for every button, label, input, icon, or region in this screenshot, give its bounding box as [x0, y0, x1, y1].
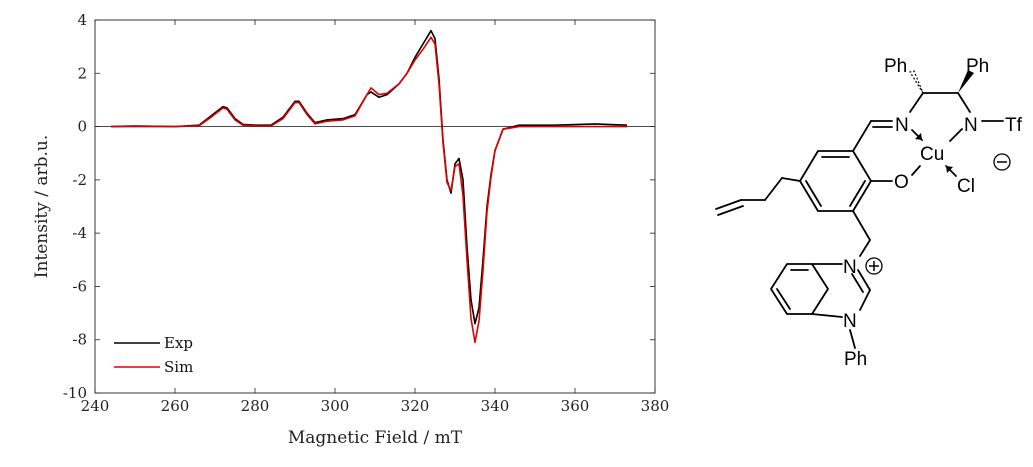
benzo-ring-bond [770, 263, 829, 315]
imine-ch-bond [852, 120, 872, 152]
y-tick-label: 0 [77, 118, 87, 136]
epr-spectrum-plot: 240 260 280 300 320 340 360 380 -10 -8 -6 -4 -2 0 2 4 Ma… [32, 11, 669, 448]
n-cu-bond [949, 128, 963, 142]
x-tick-label: 320 [401, 397, 430, 415]
plot-frame [94, 19, 656, 394]
solid-wedge-bond [958, 70, 974, 93]
x-tick-label: 240 [81, 397, 110, 415]
y-tick-label: 2 [77, 64, 87, 82]
n-ch-bond [909, 92, 924, 113]
allyl-double-bond [717, 205, 744, 216]
x-tick-label: 300 [321, 397, 350, 415]
hashed-wedge-bond [909, 70, 924, 94]
sulfonamide-nitrogen-label: N [964, 115, 978, 136]
phenyl-label: Ph [884, 56, 907, 77]
ch-n-bond [957, 92, 971, 113]
benzimidazole-nitrogen-label: N [843, 311, 857, 332]
legend-entry-sim: Sim [164, 358, 193, 376]
chloride-label: Cl [957, 176, 975, 197]
allyl-double-bond [715, 199, 742, 210]
phenolate-ring-bond [799, 150, 872, 212]
benzo-double-bond [776, 288, 791, 310]
x-axis-label: Magnetic Field / mT [288, 428, 463, 448]
y-tick-label: -6 [72, 277, 87, 295]
o-cu-bond [911, 165, 921, 176]
phenyl-label: Ph [844, 349, 867, 370]
negative-charge-icon [993, 153, 1011, 171]
x-tick-label: 280 [241, 397, 270, 415]
ring-double-bond [805, 180, 822, 207]
imine-nitrogen-label: N [895, 115, 909, 136]
coordination-arrow-icon [946, 166, 953, 173]
imidazole-bond [857, 269, 871, 291]
y-tick-label: 4 [77, 11, 87, 29]
series-line-exp [110, 29, 628, 325]
imidazole-double-bond [851, 273, 864, 293]
copper-label: Cu [920, 144, 944, 165]
positive-charge-icon [865, 257, 883, 275]
n-ph-bond [849, 329, 856, 349]
ch2-n-bond [859, 239, 871, 257]
legend-entry-exp: Exp [164, 334, 193, 352]
allyl-bond [781, 177, 801, 182]
x-tick-label: 360 [561, 397, 590, 415]
series-line-sim [111, 36, 627, 344]
triflyl-label: Tf [1005, 115, 1023, 136]
y-axis-label: Intensity / arb.u. [32, 135, 52, 279]
imidazole-bond [859, 289, 871, 311]
y-tick-label: -4 [72, 224, 87, 242]
x-tick-label: 380 [641, 397, 670, 415]
imidazole-bond [811, 313, 843, 318]
phenyl-label: Ph [966, 56, 989, 77]
oxygen-label: O [894, 172, 909, 193]
copper-complex-structure: Ph Ph N N Tf Cu O Cl N N Ph [715, 56, 1023, 370]
coordination-arrow-icon [915, 133, 922, 140]
x-tick-label: 340 [481, 397, 510, 415]
imidazolium-nitrogen-label: N [843, 257, 857, 278]
benzyl-bond [852, 210, 871, 241]
ring-double-bond [849, 180, 866, 207]
y-tick-label: -8 [72, 331, 87, 349]
allyl-bond [764, 177, 783, 201]
y-tick-label: -2 [72, 171, 87, 189]
x-tick-label: 260 [161, 397, 190, 415]
y-tick-label: -10 [63, 384, 87, 402]
